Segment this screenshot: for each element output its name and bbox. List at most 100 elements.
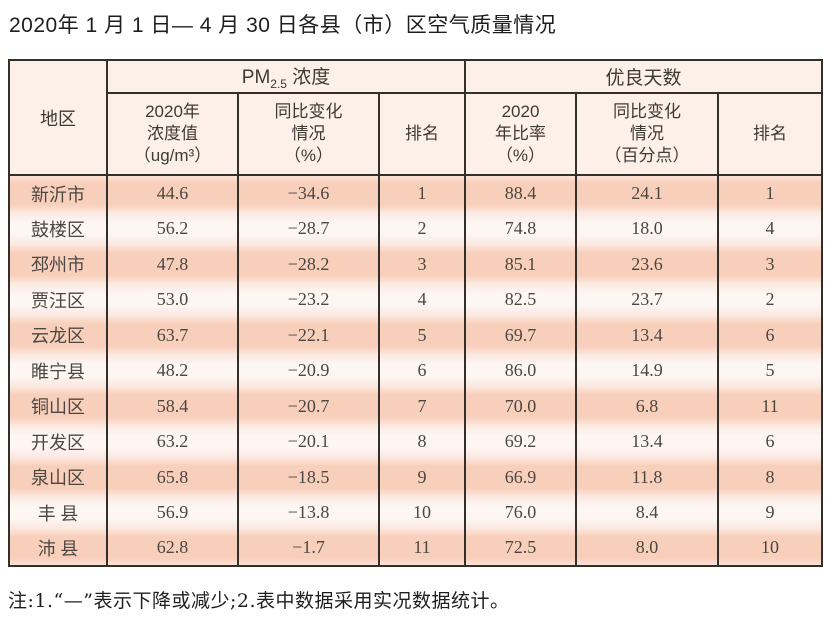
cell-good-change: 8.4 [575, 494, 718, 531]
cell-good-ratio: 88.4 [464, 175, 576, 211]
cell-good-rank: 4 [716, 210, 823, 247]
cell-good-ratio: 69.7 [464, 317, 576, 353]
column-header-pm-value: 2020年 浓度值 （ug/m³） [106, 93, 238, 177]
cell-good-change: 23.6 [575, 246, 718, 282]
column-group-good-days: 优良天数 [463, 60, 823, 95]
cell-good-rank: 6 [716, 423, 823, 460]
cell-pm-rank: 9 [378, 459, 465, 495]
cell-good-change: 6.8 [575, 388, 718, 424]
table-row: 泉山区 65.8 −18.5 9 66.9 11.8 8 [8, 459, 823, 495]
cell-pm-change: −23.2 [237, 281, 379, 318]
cell-pm-change: −20.1 [237, 423, 379, 460]
cell-good-ratio: 69.2 [464, 423, 576, 460]
cell-pm-value: 62.8 [106, 530, 238, 566]
table-row: 沛 县 62.8 −1.7 11 72.5 8.0 10 [8, 530, 823, 566]
cell-region: 泉山区 [8, 459, 107, 495]
cell-pm-change: −18.5 [237, 459, 379, 495]
page-title: 2020年 1 月 1 日— 4 月 30 日各县（市）区空气质量情况 [9, 14, 557, 37]
table-row: 铜山区 58.4 −20.7 7 70.0 6.8 11 [8, 388, 823, 424]
cell-pm-value: 44.6 [106, 175, 238, 211]
cell-pm-value: 53.0 [106, 281, 238, 318]
table-body: 新沂市 44.6 −34.6 1 88.4 24.1 1 鼓楼区 56.2 −28.7 2 74.8… [8, 175, 823, 566]
air-quality-table: 地区 PM2.5 浓度 优良天数 2020年 浓度值 （ug/m³） 同比变化 … [8, 59, 824, 567]
cell-pm-rank: 5 [378, 317, 465, 353]
cell-pm-rank: 3 [378, 246, 465, 282]
column-header-good-rank: 排名 [716, 93, 823, 177]
cell-good-ratio: 70.0 [464, 388, 576, 424]
cell-good-rank: 10 [716, 530, 823, 566]
cell-pm-value: 56.2 [106, 210, 238, 247]
cell-region: 沛 县 [8, 530, 107, 566]
cell-good-change: 24.1 [575, 175, 718, 211]
cell-good-ratio: 74.8 [464, 210, 576, 247]
cell-good-rank: 5 [716, 352, 823, 389]
cell-good-change: 23.7 [575, 281, 718, 318]
column-header-region: 地区 [8, 60, 107, 177]
cell-pm-rank: 6 [378, 352, 465, 389]
table-header: 地区 PM2.5 浓度 优良天数 2020年 浓度值 （ug/m³） 同比变化 … [8, 60, 823, 177]
cell-pm-value: 65.8 [106, 459, 238, 495]
cell-good-ratio: 86.0 [464, 352, 576, 389]
cell-good-rank: 2 [716, 281, 823, 318]
cell-pm-rank: 10 [378, 494, 465, 531]
cell-good-rank: 11 [716, 388, 823, 424]
cell-good-rank: 9 [716, 494, 823, 531]
cell-pm-value: 58.4 [106, 388, 238, 424]
cell-pm-value: 63.2 [106, 423, 238, 460]
cell-good-rank: 6 [716, 317, 823, 353]
cell-good-ratio: 66.9 [464, 459, 576, 495]
cell-pm-change: −34.6 [237, 175, 379, 211]
table-row: 丰 县 56.9 −13.8 10 76.0 8.4 9 [8, 494, 823, 531]
cell-pm-change: −28.7 [237, 210, 379, 247]
cell-region: 云龙区 [8, 317, 107, 353]
cell-region: 鼓楼区 [8, 210, 107, 247]
sub-header-row: 2020年 浓度值 （ug/m³） 同比变化 情况 （%） 排名 2020 年比… [9, 93, 823, 177]
cell-pm-value: 63.7 [106, 317, 238, 353]
cell-region: 贾汪区 [8, 281, 107, 318]
column-header-good-change: 同比变化 情况 （百分点） [575, 93, 718, 177]
table-row: 新沂市 44.6 −34.6 1 88.4 24.1 1 [8, 175, 823, 211]
table-row: 云龙区 63.7 −22.1 5 69.7 13.4 6 [8, 317, 823, 353]
table-row: 鼓楼区 56.2 −28.7 2 74.8 18.0 4 [8, 210, 823, 247]
group-header-row: 地区 PM2.5 浓度 优良天数 [8, 60, 823, 177]
column-group-pm25: PM2.5 浓度 [106, 60, 465, 95]
cell-pm-change: −1.7 [237, 530, 379, 566]
cell-good-rank: 8 [716, 459, 823, 495]
cell-pm-change: −20.7 [237, 388, 379, 424]
cell-pm-value: 47.8 [106, 246, 238, 282]
cell-good-rank: 1 [716, 175, 823, 211]
cell-pm-change: −28.2 [237, 246, 379, 282]
table-row: 睢宁县 48.2 −20.9 6 86.0 14.9 5 [8, 352, 823, 389]
cell-region: 睢宁县 [8, 352, 107, 389]
table-row: 开发区 63.2 −20.1 8 69.2 13.4 6 [8, 423, 823, 460]
table-row: 邳州市 47.8 −28.2 3 85.1 23.6 3 [8, 246, 823, 282]
cell-pm-change: −22.1 [237, 317, 379, 353]
cell-region: 新沂市 [8, 175, 107, 211]
pm25-label: PM2.5 浓度 [241, 67, 331, 92]
cell-pm-rank: 8 [378, 423, 465, 460]
column-header-good-ratio: 2020 年比率 （%） [464, 93, 576, 177]
footnote: 注:1.“—”表示下降或减少;2.表中数据采用实况数据统计。 [8, 589, 510, 612]
cell-good-change: 14.9 [575, 352, 718, 389]
cell-good-ratio: 72.5 [464, 530, 576, 566]
cell-region: 铜山区 [8, 388, 107, 424]
cell-good-change: 11.8 [575, 459, 718, 495]
cell-pm-change: −20.9 [237, 352, 379, 389]
cell-pm-rank: 7 [378, 388, 465, 424]
cell-good-change: 8.0 [575, 530, 718, 566]
cell-pm-rank: 11 [378, 530, 465, 566]
cell-region: 丰 县 [8, 494, 107, 531]
cell-pm-rank: 4 [378, 281, 465, 318]
cell-good-change: 13.4 [575, 423, 718, 460]
cell-pm-rank: 1 [378, 175, 465, 211]
cell-good-ratio: 76.0 [464, 494, 576, 531]
column-header-pm-change: 同比变化 情况 （%） [237, 93, 379, 177]
cell-good-rank: 3 [716, 246, 823, 282]
cell-good-ratio: 82.5 [464, 281, 576, 318]
cell-region: 开发区 [8, 423, 107, 460]
cell-pm-change: −13.8 [237, 494, 379, 531]
cell-good-ratio: 85.1 [464, 246, 576, 282]
cell-pm-value: 48.2 [106, 352, 238, 389]
cell-good-change: 18.0 [575, 210, 718, 247]
